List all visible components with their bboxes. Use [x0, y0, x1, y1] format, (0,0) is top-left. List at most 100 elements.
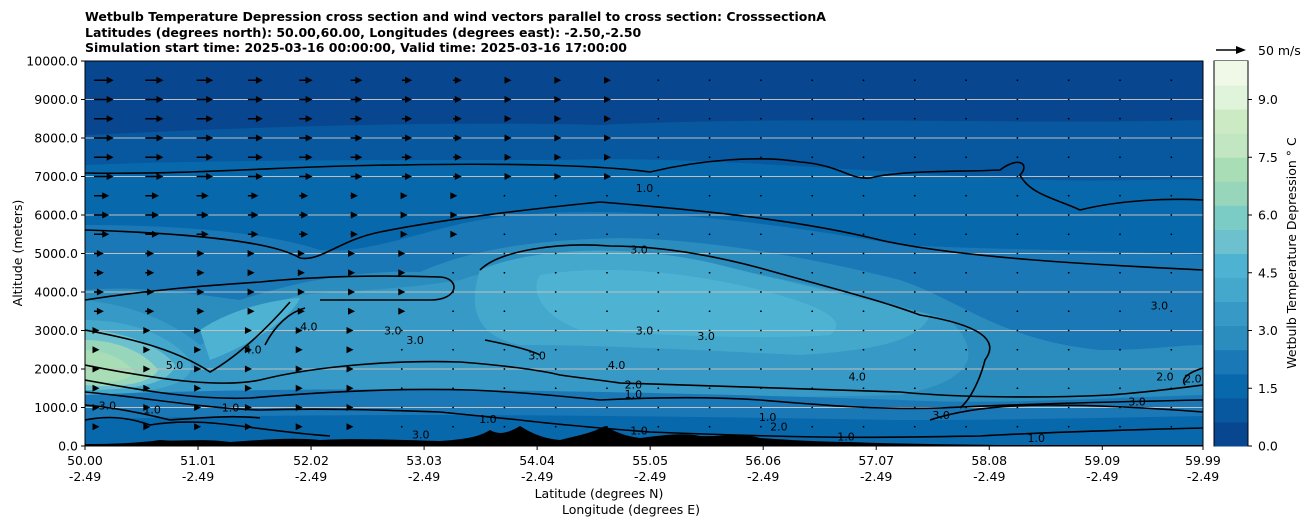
wind-vector-head [194, 384, 202, 392]
wind-vector [554, 252, 557, 255]
wind-vector-head [295, 346, 303, 354]
wind-vector [503, 233, 506, 236]
x-tick-label-lon: -2.49 [1187, 469, 1219, 484]
wind-vector [452, 425, 454, 428]
wind-vector [913, 271, 916, 274]
wind-vector [452, 310, 454, 313]
title-line-1: Wetbulb Temperature Depression cross sec… [85, 9, 826, 24]
wind-vector [862, 368, 865, 370]
wind-vector [1170, 252, 1173, 255]
wind-vector [913, 156, 916, 159]
wind-vector [811, 214, 814, 216]
x-tick-label-lon: -2.49 [408, 469, 440, 484]
wind-key-label: 50 m/s [1258, 43, 1301, 58]
wind-vector-head [247, 288, 255, 296]
contour-label: 3.0 [630, 244, 648, 257]
contour-label: 3.0 [412, 428, 430, 441]
wind-vector-head [194, 327, 202, 334]
wind-vector-head [197, 269, 205, 277]
wind-vector [452, 387, 454, 390]
wind-vector-head [194, 404, 202, 411]
colorbar: 0.0 1.5 3.0 4.5 6.0 7.5 9.0 Wetbulb Temperatur… [1213, 60, 1299, 454]
wind-vector [1170, 291, 1173, 293]
wind-vector [1067, 98, 1070, 101]
x-tick-label-lon: -2.49 [521, 469, 553, 484]
wind-vector [811, 156, 814, 159]
wind-vector [1016, 117, 1019, 120]
wind-vector [811, 137, 814, 139]
wind-vector [811, 233, 814, 236]
colorbar-band [1214, 85, 1248, 110]
wind-vector-head [201, 192, 209, 200]
wind-vector [965, 98, 967, 101]
wind-vector [606, 252, 608, 255]
wind-vector [400, 348, 403, 351]
wind-vector [554, 310, 557, 313]
wind-vector [503, 214, 506, 216]
wind-vector [606, 329, 608, 332]
contour-label: 1.0 [479, 413, 497, 426]
wind-vector [862, 156, 865, 159]
wind-key-arrowhead [1236, 46, 1246, 54]
wind-vector-head [350, 211, 358, 219]
wind-vector [503, 291, 506, 293]
wind-vector [1067, 214, 1070, 216]
wind-vector [1067, 348, 1070, 351]
wind-vector-head [297, 250, 305, 257]
wind-vector [400, 329, 403, 332]
chart-title: Wetbulb Temperature Depression cross sec… [85, 9, 826, 56]
wind-vector [708, 194, 711, 197]
wind-vector-head [350, 192, 358, 200]
wind-vector [1016, 329, 1019, 332]
wind-vector-head [398, 269, 406, 277]
wind-vector-head [604, 173, 612, 180]
wind-vector-head [255, 153, 263, 161]
wind-vector-head [143, 423, 151, 431]
wind-vector-head [151, 230, 159, 238]
wind-vector [760, 329, 762, 332]
wind-vector [400, 406, 403, 409]
wind-vector [1067, 233, 1070, 236]
wind-vector [965, 175, 967, 178]
wind-vector [606, 271, 608, 274]
wind-vector [862, 348, 865, 351]
wind-vector-head [247, 250, 255, 257]
wind-vector-head [206, 96, 214, 103]
wind-vector-head [554, 96, 562, 103]
wind-vector-head [156, 115, 164, 123]
wind-vector [657, 329, 660, 332]
wind-vector [965, 214, 967, 216]
y-tick-label: 8000.0 [34, 131, 78, 146]
wind-vector-head [244, 327, 252, 334]
contour-line-2-upper [85, 275, 455, 301]
wind-vector [657, 387, 660, 390]
wind-vector-head [143, 365, 151, 373]
wind-vector [811, 310, 814, 313]
contour-label: 1.0 [143, 403, 161, 416]
wind-vector-head [400, 230, 408, 238]
wind-vector [708, 329, 711, 332]
contour-label: 5.0 [166, 359, 184, 372]
wind-vector [1067, 117, 1070, 120]
wind-vector-head [297, 288, 305, 296]
wind-vector-head [244, 423, 252, 431]
contour-label: 4.0 [244, 344, 262, 357]
wind-vector-head [450, 192, 458, 200]
wind-vector-head [504, 153, 512, 161]
wind-vector [657, 406, 660, 409]
wind-vector [657, 156, 660, 159]
wind-vector [965, 137, 967, 139]
contour-line-2-main [85, 360, 1203, 398]
contour-line-2-right [1183, 367, 1203, 386]
wind-vector-head [106, 173, 114, 180]
wind-vector [965, 271, 967, 274]
wind-vector [811, 425, 814, 428]
x-axis-label: Latitude (degrees N) [535, 486, 664, 501]
wind-vector-head [147, 250, 155, 257]
contour-label: 2.0 [1184, 373, 1202, 386]
wind-vector [1067, 406, 1070, 409]
wind-vector-head [92, 423, 100, 431]
wind-vector-head [197, 288, 205, 296]
wind-vector-head [604, 153, 612, 161]
wind-vector-head [197, 307, 205, 315]
